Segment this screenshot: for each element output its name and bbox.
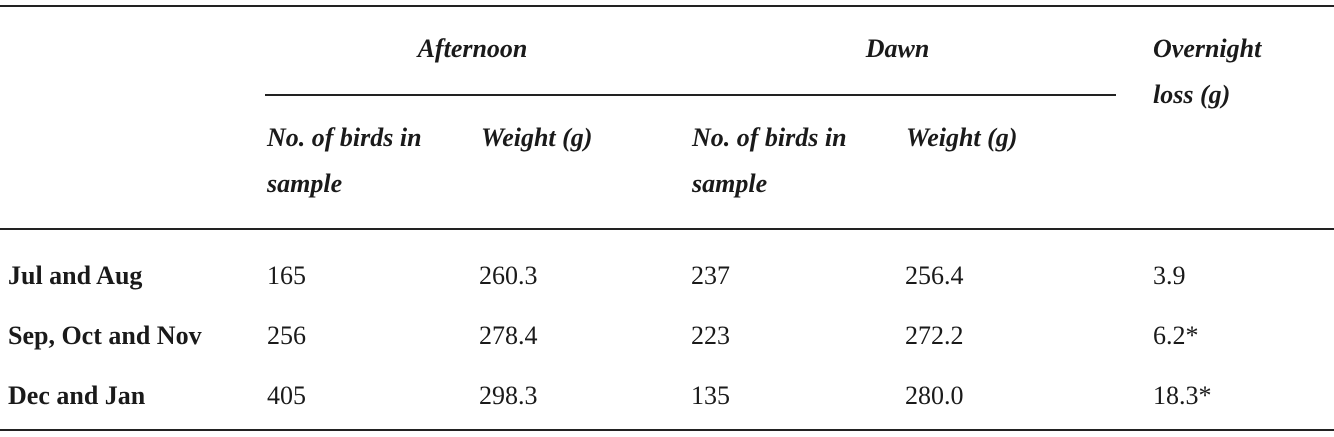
table-cell: 256.4: [905, 261, 964, 290]
group-header: Overnight loss (g): [1153, 34, 1262, 109]
group-rule: [265, 94, 1116, 96]
row-label: Sep, Oct and Nov: [8, 321, 202, 350]
row-label: Dec and Jan: [8, 381, 146, 410]
table-cell: 3.9: [1153, 261, 1186, 290]
table-cell: 278.4: [479, 321, 538, 350]
table-cell: 18.3*: [1153, 381, 1212, 410]
column-header: Weight (g): [481, 123, 593, 152]
bottom-rule: [0, 429, 1334, 431]
table-cell: 405: [267, 381, 306, 410]
table-cell: 237: [691, 261, 730, 290]
column-header: Weight (g): [906, 123, 1018, 152]
table-cell: 135: [691, 381, 730, 410]
table-cell: 298.3: [479, 381, 538, 410]
group-header: Dawn: [865, 34, 930, 63]
column-header: No. of birds in sample: [692, 123, 847, 198]
table-cell: 165: [267, 261, 306, 290]
top-rule: [0, 5, 1334, 7]
group-header: Afternoon: [417, 34, 528, 63]
column-header: No. of birds in sample: [267, 123, 422, 198]
table-cell: 6.2*: [1153, 321, 1199, 350]
table-cell: 223: [691, 321, 730, 350]
table-cell: 260.3: [479, 261, 538, 290]
row-label: Jul and Aug: [8, 261, 143, 290]
table-cell: 280.0: [905, 381, 964, 410]
table-cell: 256: [267, 321, 306, 350]
header-rule: [0, 228, 1334, 230]
table-cell: 272.2: [905, 321, 964, 350]
